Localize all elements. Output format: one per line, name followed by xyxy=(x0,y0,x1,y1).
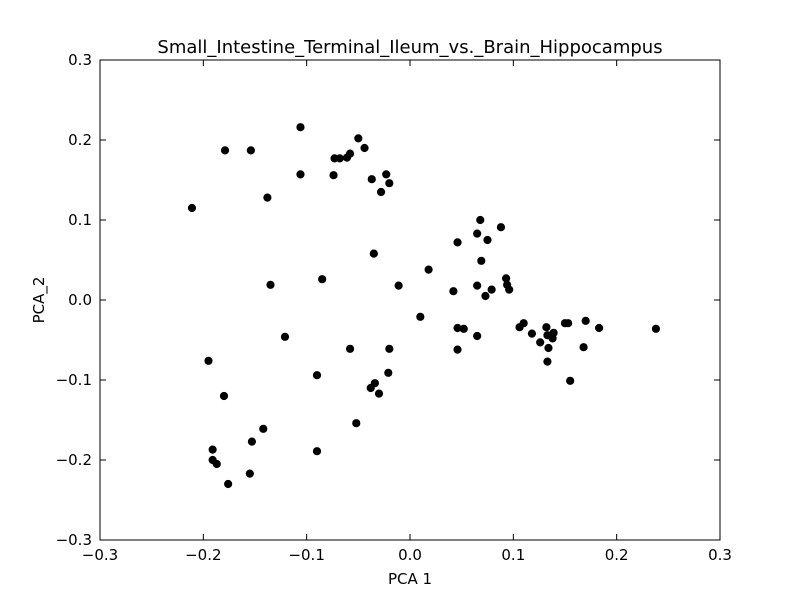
scatter-point xyxy=(542,323,551,332)
scatter-point xyxy=(581,316,590,325)
scatter-point xyxy=(259,424,268,433)
scatter-point xyxy=(342,153,352,162)
y-axis-title: PCA_2 xyxy=(30,277,49,324)
scatter-point xyxy=(394,281,403,290)
y-tick-label: 0.1 xyxy=(68,211,92,229)
x-tick-label: 0.0 xyxy=(398,546,422,564)
scatter-point xyxy=(266,280,275,289)
points-layer xyxy=(187,123,661,489)
scatter-point xyxy=(246,146,255,155)
scatter-point xyxy=(296,170,305,179)
scatter-point xyxy=(345,344,355,353)
scatter-point xyxy=(424,265,433,274)
x-tick-label: −0.2 xyxy=(185,546,221,564)
scatter-point xyxy=(352,419,361,428)
scatter-point xyxy=(385,179,394,188)
scatter-point xyxy=(473,331,482,341)
scatter-point xyxy=(487,285,496,294)
scatter-point xyxy=(473,229,482,238)
scatter-point xyxy=(369,249,378,258)
scatter-point xyxy=(595,323,604,333)
scatter-point xyxy=(459,324,468,333)
scatter-point xyxy=(224,479,233,489)
scatter-point xyxy=(329,171,338,180)
y-tick-label: 0.3 xyxy=(68,51,92,69)
scatter-point xyxy=(548,334,557,343)
y-tick-label: 0.0 xyxy=(68,291,92,309)
scatter-point xyxy=(527,329,537,338)
scatter-point xyxy=(187,203,197,213)
scatter-point xyxy=(385,344,394,353)
scatter-point xyxy=(208,445,217,454)
y-tick-label: −0.2 xyxy=(56,451,92,469)
x-tick-label: 0.3 xyxy=(708,546,732,564)
scatter-point xyxy=(280,332,290,341)
x-tick-label: 0.2 xyxy=(605,546,629,564)
scatter-point xyxy=(247,437,256,446)
scatter-point xyxy=(212,459,221,469)
scatter-point xyxy=(544,343,553,353)
scatter-point xyxy=(354,134,363,143)
y-tick-label: −0.1 xyxy=(56,371,92,389)
scatter-point xyxy=(536,338,545,347)
scatter-point xyxy=(384,368,393,377)
scatter-point xyxy=(651,324,661,333)
scatter-point xyxy=(505,285,514,294)
x-tick-label: −0.1 xyxy=(288,546,324,564)
scatter-point xyxy=(473,281,482,290)
scatter-point xyxy=(515,323,524,332)
scatter-point xyxy=(382,170,391,179)
scatter-point xyxy=(360,143,369,153)
scatter-point xyxy=(496,223,506,232)
scatter-point xyxy=(476,215,485,225)
scatter-point xyxy=(579,343,588,352)
scatter-point xyxy=(376,187,386,197)
x-tick-label: −0.3 xyxy=(82,546,118,564)
scatter-point xyxy=(312,371,322,380)
scatter-point xyxy=(367,175,376,184)
scatter-point xyxy=(543,357,552,366)
scatter-point xyxy=(263,193,272,202)
scatter-point xyxy=(296,123,305,132)
scatter-point xyxy=(416,312,425,321)
plot-frame xyxy=(99,59,721,541)
scatter-point xyxy=(374,389,384,398)
x-tick-label: 0.1 xyxy=(501,546,525,564)
scatter-point xyxy=(245,469,254,478)
y-tick-label: −0.3 xyxy=(56,531,92,549)
y-tick-label: 0.2 xyxy=(68,131,92,149)
scatter-point xyxy=(566,376,575,385)
chart-title: Small_Intestine_Terminal_Ileum_vs._Brain… xyxy=(157,37,662,58)
scatter-point xyxy=(366,383,375,393)
scatter-point xyxy=(477,256,486,265)
ticks-layer: −0.3 −0.2 −0.1 0.0 0.1 0.2 0.3 −0.3 −0.2 −0.1 0.0 0… xyxy=(56,51,732,564)
scatter-point xyxy=(312,447,322,456)
scatter-point xyxy=(481,291,490,301)
scatter-point xyxy=(453,345,462,354)
scatter-point xyxy=(220,146,230,155)
scatter-point xyxy=(453,238,462,247)
scatter-point xyxy=(449,287,458,296)
scatter-point xyxy=(483,235,492,245)
scatter-point xyxy=(204,356,213,365)
scatter-point xyxy=(318,275,327,284)
scatter-point xyxy=(564,319,573,328)
scatter-point xyxy=(219,391,229,401)
x-axis-title: PCA 1 xyxy=(388,570,432,588)
scatter-point xyxy=(335,154,344,163)
